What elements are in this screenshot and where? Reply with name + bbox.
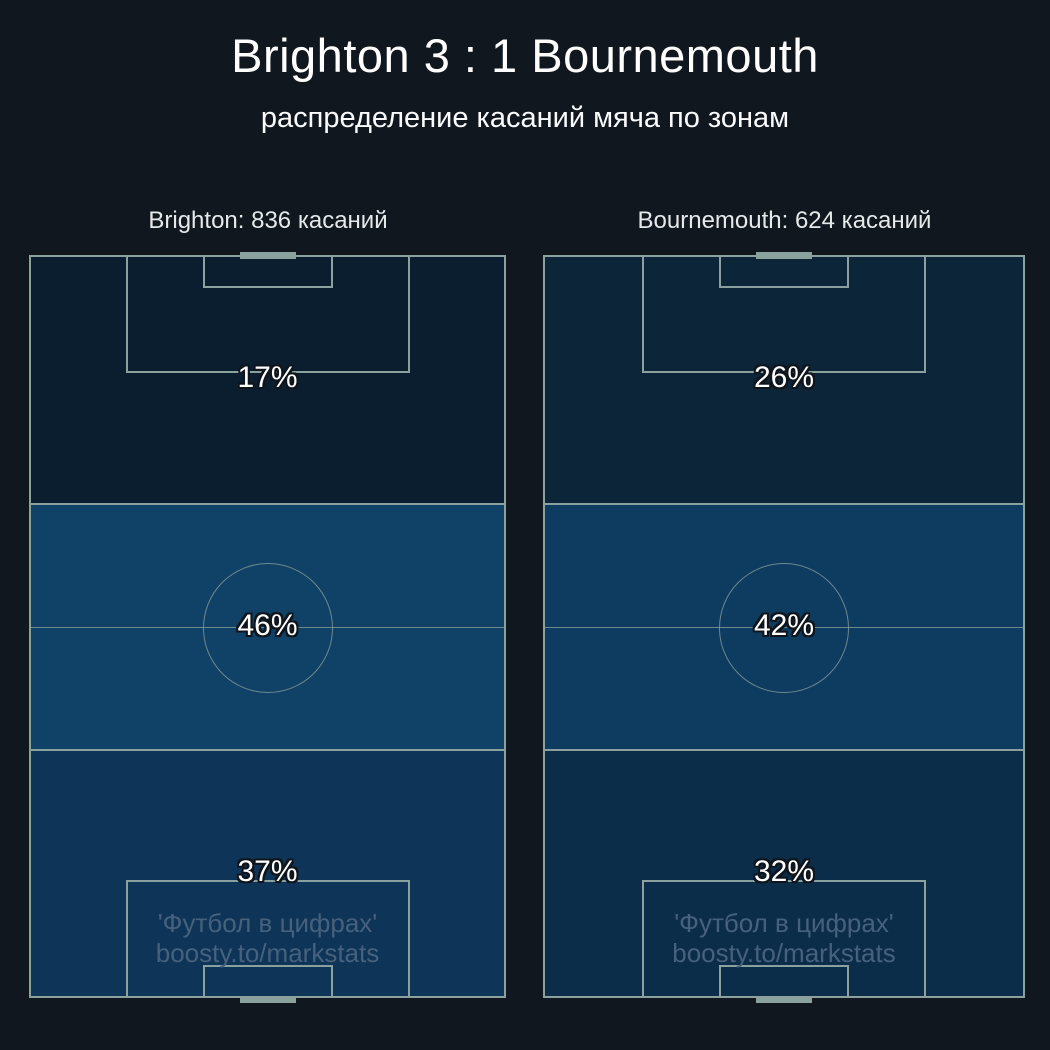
- watermark-url: boosty.to/markstats: [155, 938, 380, 968]
- figure-subtitle: распределение касаний мяча по зонам: [260, 102, 790, 134]
- match-score-title: Brighton 3 : 1 Bournemouth: [231, 29, 819, 82]
- zone-top-fill: [545, 257, 1023, 504]
- zone-bottom-fill: [31, 750, 504, 996]
- zone-top-percentage: 17%: [237, 361, 298, 394]
- pitch-brighton: 17% 46% 37% 'Футбол в цифрах' boosty.to/…: [29, 252, 506, 1003]
- watermark: 'Футбол в цифрах' boosty.to/markstats: [545, 908, 1023, 968]
- zone-bottom-fill: [545, 750, 1023, 996]
- home-team-touches-header: Brighton: 836 касаний: [148, 207, 388, 234]
- away-team-touches-header: Bournemouth: 624 касаний: [637, 207, 932, 234]
- watermark: 'Футбол в цифрах' boosty.to/markstats: [31, 908, 504, 968]
- goal-bottom: [756, 996, 812, 1003]
- goal-bottom: [239, 996, 296, 1003]
- pitch-bournemouth: 26% 42% 32% 'Футбол в цифрах' boosty.to/…: [543, 252, 1025, 1003]
- zone-middle-percentage: 46%: [237, 609, 298, 642]
- zone-top-fill: [31, 257, 504, 504]
- watermark-channel-name: 'Футбол в цифрах': [674, 908, 894, 938]
- watermark-channel-name: 'Футбол в цифрах': [157, 908, 378, 938]
- zone-bottom-percentage: 32%: [753, 855, 815, 888]
- zone-top-percentage: 26%: [753, 361, 815, 394]
- zone-bottom-percentage: 37%: [237, 855, 298, 888]
- zone-middle-percentage: 42%: [753, 609, 815, 642]
- watermark-url: boosty.to/markstats: [672, 938, 896, 968]
